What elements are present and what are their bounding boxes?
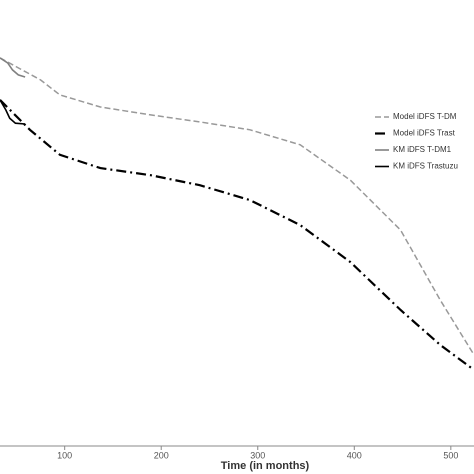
legend-label: Model iDFS Trast — [393, 129, 456, 138]
x-tick-label: 500 — [443, 450, 458, 460]
x-tick-label: 100 — [57, 450, 72, 460]
x-tick-label: 200 — [154, 450, 169, 460]
series-line — [0, 57, 26, 78]
legend-label: KM iDFS T-DM1 — [393, 145, 452, 154]
legend-label: KM iDFS Trastuzu — [393, 162, 458, 171]
series-line — [0, 99, 26, 125]
x-tick-label: 400 — [347, 450, 362, 460]
series-line — [0, 99, 474, 371]
legend-label: Model iDFS T-DM — [393, 112, 457, 121]
series-line — [0, 57, 474, 356]
x-tick-label: 300 — [250, 450, 265, 460]
x-axis-title: Time (in months) — [221, 460, 310, 472]
